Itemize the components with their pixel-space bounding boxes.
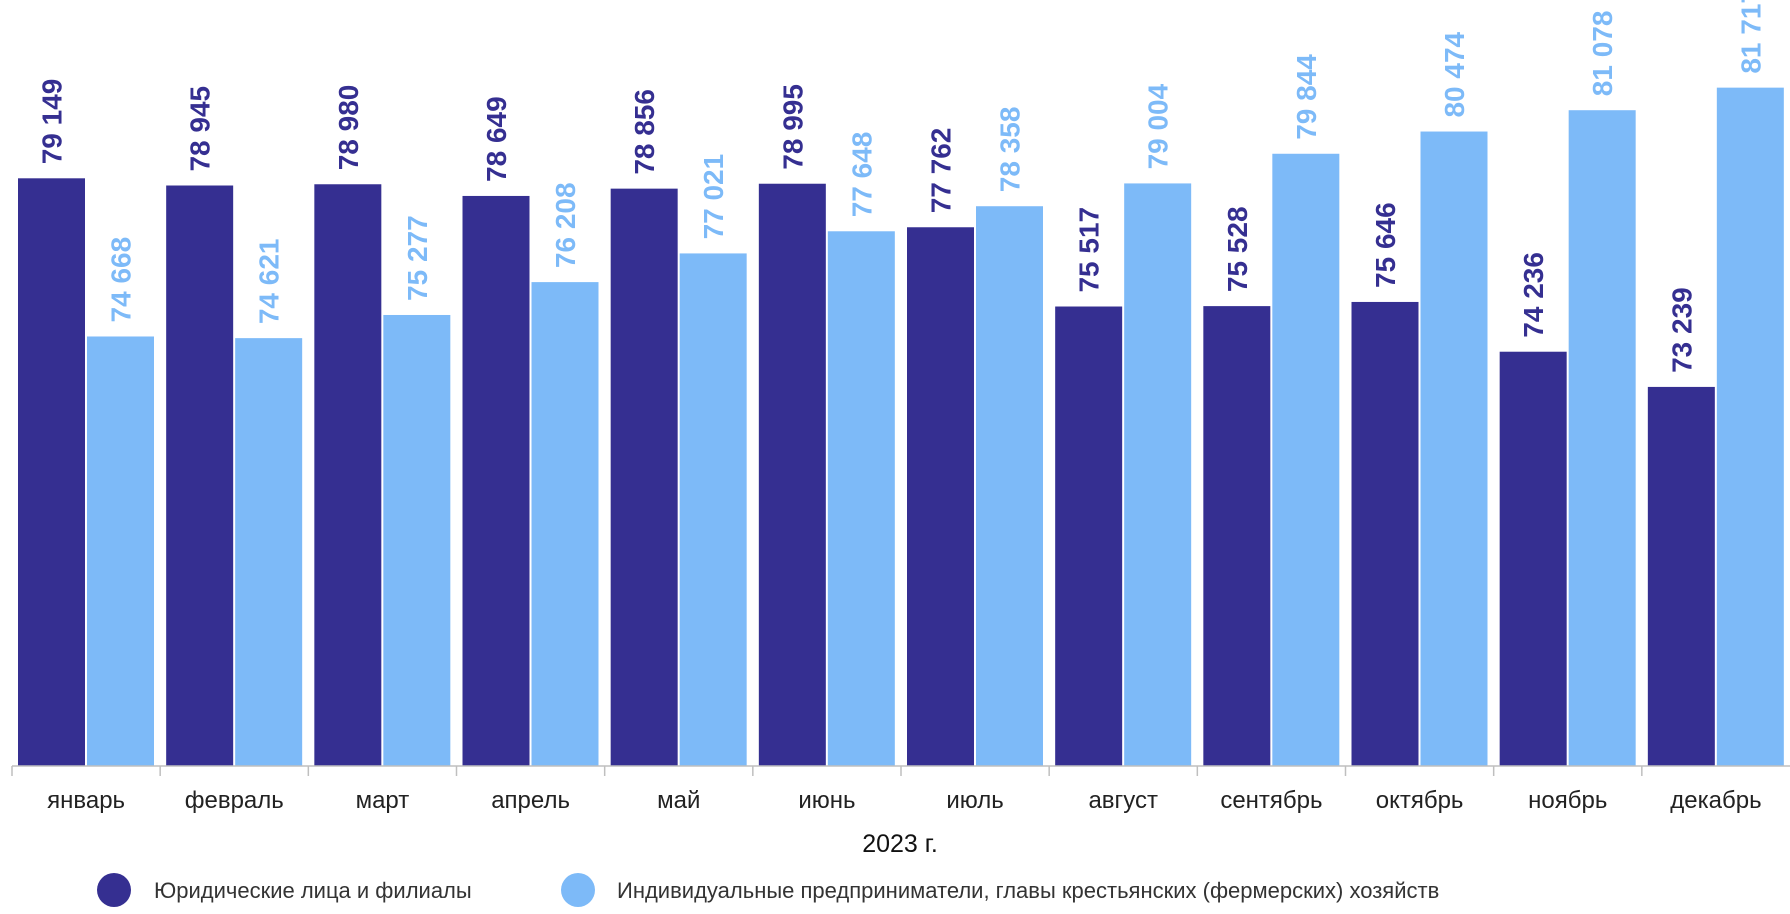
x-tick-label-январь: январь (47, 787, 125, 814)
bar-series-2-декабрь (1717, 88, 1784, 766)
value-label-series-2-январь: 74 668 (106, 237, 137, 323)
x-tick-label-август: август (1088, 787, 1158, 814)
bar-series-2-март (383, 315, 450, 766)
value-label-series-2-октябрь: 80 474 (1439, 31, 1470, 117)
x-tick-label-март: март (356, 787, 410, 814)
x-tick-label-апрель: апрель (491, 787, 570, 814)
x-axis-label: 2023 г. (862, 830, 938, 858)
value-label-series-1-июль: 77 762 (926, 128, 957, 214)
bar-series-1-февраль (166, 186, 233, 767)
value-label-series-1-январь: 79 149 (37, 79, 68, 165)
legend-label-series-1: Юридические лица и филиалы (154, 878, 472, 903)
x-tick-label-октябрь: октябрь (1376, 787, 1464, 814)
bar-series-2-октябрь (1421, 132, 1488, 766)
x-ticks-layer (12, 766, 1642, 776)
bar-series-1-июнь (759, 184, 826, 766)
value-label-series-1-май: 78 856 (629, 89, 660, 175)
value-label-series-1-июнь: 78 995 (777, 84, 808, 170)
value-label-series-1-апрель: 78 649 (481, 96, 512, 182)
bar-series-2-январь (87, 336, 154, 766)
value-label-series-1-ноябрь: 74 236 (1518, 252, 1549, 338)
value-label-series-2-декабрь: 81 717 (1735, 0, 1766, 74)
bar-series-2-сентябрь (1272, 154, 1339, 766)
x-tick-label-декабрь: декабрь (1670, 787, 1761, 814)
bar-series-2-август (1124, 183, 1191, 766)
bar-series-1-август (1055, 307, 1122, 766)
bar-series-2-июнь (828, 231, 895, 766)
bar-series-1-ноябрь (1500, 352, 1567, 766)
x-tick-label-февраль: февраль (185, 787, 284, 814)
bar-series-2-ноябрь (1569, 110, 1636, 766)
value-label-series-2-март: 75 277 (402, 215, 433, 301)
value-label-series-2-июль: 78 358 (995, 107, 1026, 193)
x-tick-label-сентябрь: сентябрь (1220, 787, 1322, 814)
bar-series-1-январь (18, 178, 85, 766)
value-label-series-2-февраль: 74 621 (254, 238, 285, 324)
value-label-series-2-ноябрь: 81 078 (1587, 11, 1618, 97)
bar-series-1-сентябрь (1203, 306, 1270, 766)
value-label-series-1-февраль: 78 945 (185, 86, 216, 172)
bar-series-1-декабрь (1648, 387, 1715, 766)
x-tick-label-ноябрь: ноябрь (1528, 787, 1607, 814)
legend: Юридические лица и филиалы Индивидуальны… (97, 873, 1439, 907)
value-labels-layer: 79 149 74 668 78 945 74 621 78 980 75 277 78 6… (37, 0, 1767, 373)
bars-layer (18, 88, 1784, 766)
value-label-series-1-декабрь: 73 239 (1666, 287, 1697, 373)
x-tick-label-май: май (657, 787, 700, 814)
bar-series-1-апрель (463, 196, 530, 766)
legend-marker-series-2 (561, 873, 595, 907)
value-label-series-1-март: 78 980 (333, 85, 364, 171)
legend-marker-series-1 (97, 873, 131, 907)
value-label-series-1-август: 75 517 (1074, 207, 1105, 293)
value-label-series-2-август: 79 004 (1143, 83, 1174, 169)
value-label-series-2-апрель: 76 208 (550, 182, 581, 268)
bar-series-2-февраль (235, 338, 302, 766)
bar-series-1-октябрь (1352, 302, 1419, 766)
x-tick-labels-layer: январь февраль март апрель май июнь июль август… (47, 787, 1761, 814)
bar-series-1-июль (907, 227, 974, 766)
legend-label-series-2: Индивидуальные предприниматели, главы кр… (617, 878, 1439, 903)
value-label-series-2-май: 77 021 (698, 154, 729, 240)
bar-series-2-июль (976, 206, 1043, 766)
bar-series-2-апрель (532, 282, 599, 766)
value-label-series-2-июнь: 77 648 (846, 132, 877, 218)
value-label-series-2-сентябрь: 79 844 (1291, 54, 1322, 140)
bar-series-1-май (611, 189, 678, 766)
bar-series-1-март (314, 184, 381, 766)
value-label-series-1-октябрь: 75 646 (1370, 202, 1401, 288)
x-tick-label-июнь: июнь (798, 787, 855, 814)
bar-series-2-май (680, 253, 747, 766)
value-label-series-1-сентябрь: 75 528 (1222, 206, 1253, 292)
x-tick-label-июль: июль (946, 787, 1003, 814)
